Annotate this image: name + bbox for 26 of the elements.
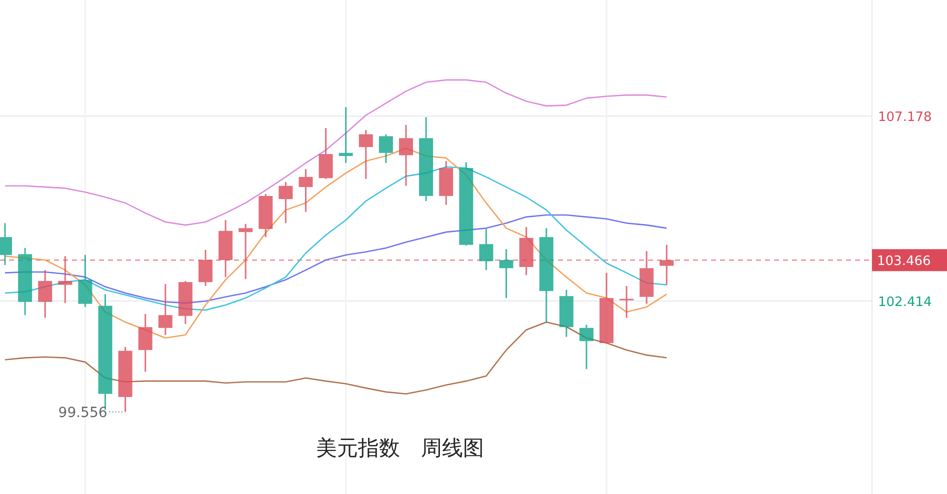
- line-series: [4, 321, 668, 395]
- ref-line-label: 103.466: [877, 254, 931, 270]
- line-series: [4, 79, 668, 226]
- candlestick: [660, 244, 674, 286]
- candlestick: [298, 168, 313, 213]
- candlestick: [238, 223, 253, 280]
- candlestick: [138, 313, 152, 373]
- candlestick: [499, 248, 514, 299]
- annotation: 99.556: [58, 404, 108, 421]
- line-series: [4, 214, 668, 304]
- candlestick: [479, 228, 494, 271]
- candlestick: [38, 269, 52, 319]
- candlestick: [620, 285, 634, 319]
- text: 美元指数 周线图: [316, 436, 484, 460]
- candlestick: [399, 124, 413, 187]
- candlestick: [358, 129, 373, 180]
- line-series: [4, 166, 668, 311]
- y-tick-label: 102.414: [878, 294, 932, 310]
- candlestick: [579, 324, 594, 370]
- candlestick: [58, 255, 72, 304]
- candlestick: [278, 181, 293, 224]
- candlestick: [198, 249, 212, 287]
- y-tick-label: 107.178: [878, 110, 932, 126]
- candlestick: [158, 283, 172, 336]
- candlestick: [338, 106, 353, 164]
- candlestick: [378, 134, 393, 164]
